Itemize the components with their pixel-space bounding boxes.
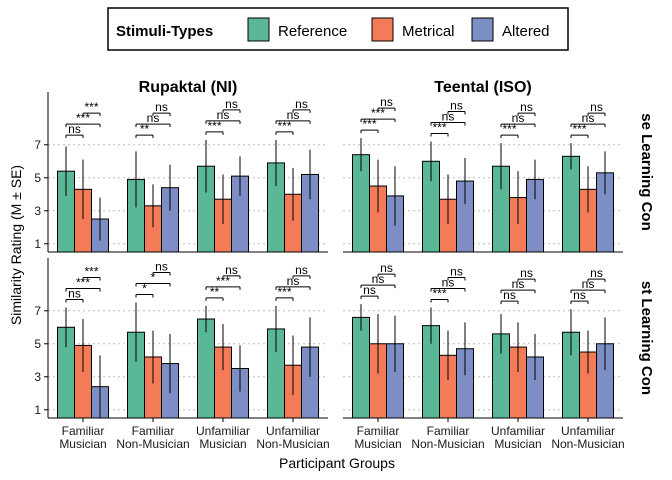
bar <box>562 155 580 253</box>
legend-key-reference <box>247 17 270 42</box>
x-tick-label: Musician <box>59 437 106 451</box>
x-tick-label: Unfamiliar <box>266 424 320 438</box>
sig-label: *** <box>362 117 376 131</box>
x-tick-label: Familiar <box>427 424 470 438</box>
x-tick-label: Unfamiliar <box>491 424 545 438</box>
y-axis-title: Similarity Rating (M ± SE) <box>8 165 24 325</box>
sig-label: ns <box>287 108 300 122</box>
bar <box>197 318 215 419</box>
sig-label: ns <box>503 288 516 302</box>
panel: 1357ns******FamiliarMusician**nsFamiliar… <box>34 258 330 451</box>
x-tick-label: Musician <box>199 437 246 451</box>
column-title: Teental (ISO) <box>434 79 532 96</box>
sig-label: ns <box>442 275 455 289</box>
sig-label: ns <box>287 274 300 288</box>
x-tick-label: Musician <box>494 437 541 451</box>
sig-label: ** <box>140 122 150 136</box>
x-tick-label: Non-Musician <box>411 437 484 451</box>
column-title: Rupaktal (NI) <box>139 79 238 96</box>
sig-label: ns <box>582 277 595 291</box>
legend-key-altered <box>471 17 494 42</box>
sig-label: ns <box>520 100 533 114</box>
sig-label: ns <box>380 95 393 109</box>
x-tick-label: Familiar <box>62 424 105 438</box>
sig-label: *** <box>84 100 98 114</box>
sig-label: *** <box>216 274 230 288</box>
y-tick-label: 7 <box>34 304 41 318</box>
y-tick-label: 1 <box>34 403 41 417</box>
sig-label: ns <box>155 260 168 274</box>
sig-label: ns <box>225 263 238 277</box>
sig-label: *** <box>277 119 291 133</box>
sig-label: *** <box>572 122 586 136</box>
sig-label: ns <box>573 288 586 302</box>
sig-label: ns <box>225 97 238 111</box>
sig-label: ns <box>68 286 81 300</box>
sig-label: ns <box>450 98 463 112</box>
sig-label: *** <box>371 106 385 120</box>
y-tick-label: 5 <box>34 337 41 351</box>
sig-label: ns <box>155 100 168 114</box>
sig-label: ns <box>442 109 455 123</box>
plot-area: Rupaktal (NI) Teental (ISO) se Learning Co… <box>34 79 655 451</box>
row-strip-label: se Learning Con <box>638 113 655 231</box>
legend: Stimuli-Types Reference Metrical Altered <box>107 7 569 51</box>
legend-label-metrical: Metrical <box>402 23 455 40</box>
sig-label: ns <box>590 100 603 114</box>
sig-label: ** <box>210 285 220 299</box>
x-tick-label: Familiar <box>132 424 175 438</box>
legend-key-metrical <box>371 17 394 42</box>
sig-label: *** <box>76 111 90 125</box>
x-tick-label: Familiar <box>357 424 400 438</box>
legend-label-reference: Reference <box>278 23 347 40</box>
y-tick-label: 3 <box>34 370 41 384</box>
x-tick-label: Non-Musician <box>256 437 329 451</box>
y-tick-label: 3 <box>34 204 41 218</box>
sig-label: *** <box>84 264 98 278</box>
sig-label: ns <box>147 111 160 125</box>
sig-label: ns <box>520 266 533 280</box>
y-tick-label: 1 <box>34 237 41 251</box>
sig-label: ns <box>295 263 308 277</box>
sig-label: *** <box>432 286 446 300</box>
legend-title: Stimuli-Types <box>116 23 213 40</box>
sig-label: *** <box>277 285 291 299</box>
sig-label: ns <box>450 264 463 278</box>
sig-label: *** <box>432 120 446 134</box>
sig-label: ns <box>217 108 230 122</box>
sig-label: ns <box>590 266 603 280</box>
sig-label: *** <box>76 275 90 289</box>
sig-label: ns <box>512 277 525 291</box>
sig-label: * <box>142 282 147 296</box>
sig-label: *** <box>502 122 516 136</box>
y-tick-label: 7 <box>34 138 41 152</box>
sig-label: ns <box>372 272 385 286</box>
sig-label: ns <box>380 261 393 275</box>
sig-label: ns <box>295 97 308 111</box>
sig-label: ns <box>68 122 81 136</box>
sig-label: ns <box>363 283 376 297</box>
sig-label: *** <box>207 119 221 133</box>
sig-label: ns <box>582 111 595 125</box>
x-tick-label: Non-Musician <box>116 437 189 451</box>
x-tick-label: Unfamiliar <box>196 424 250 438</box>
y-tick-label: 5 <box>34 171 41 185</box>
x-tick-label: Non-Musician <box>551 437 624 451</box>
x-tick-label: Musician <box>354 437 401 451</box>
bar <box>352 316 370 419</box>
row-strip-label: st Learning Con <box>638 281 655 395</box>
panel: nsnsnsFamiliarMusician***nsnsFamiliarNon… <box>343 261 625 451</box>
sig-label: ns <box>512 111 525 125</box>
x-axis-title: Participant Groups <box>279 455 395 471</box>
legend-label-altered: Altered <box>502 23 550 40</box>
sig-label: * <box>151 271 156 285</box>
x-tick-label: Unfamiliar <box>561 424 615 438</box>
